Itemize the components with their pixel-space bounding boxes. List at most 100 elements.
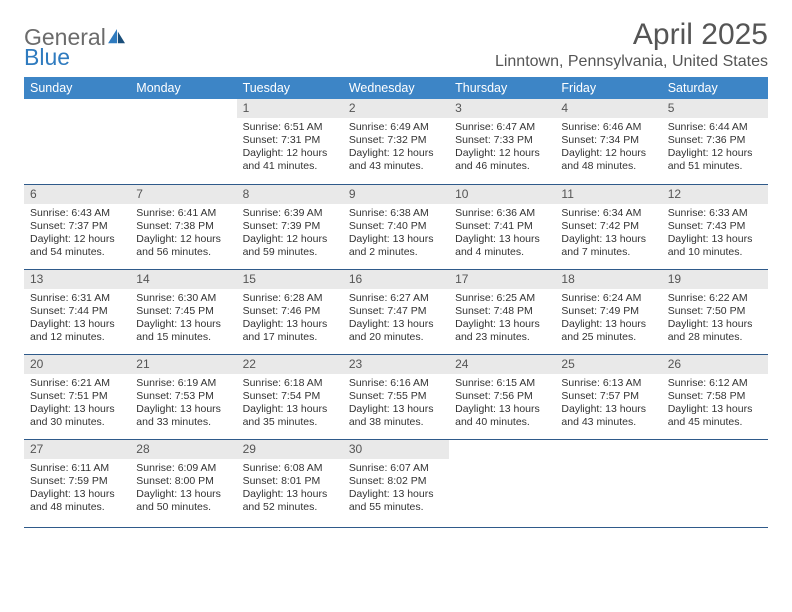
calendar-cell: 7Sunrise: 6:41 AMSunset: 7:38 PMDaylight…	[130, 184, 236, 269]
sunrise-line: Sunrise: 6:27 AM	[349, 292, 443, 305]
sunrise-line: Sunrise: 6:18 AM	[243, 377, 337, 390]
day-number: 15	[237, 270, 343, 289]
day-body: Sunrise: 6:31 AMSunset: 7:44 PMDaylight:…	[24, 289, 130, 349]
day-number: 16	[343, 270, 449, 289]
day-body: Sunrise: 6:30 AMSunset: 7:45 PMDaylight:…	[130, 289, 236, 349]
daylight-line: Daylight: 12 hours and 59 minutes.	[243, 233, 337, 259]
day-body: Sunrise: 6:11 AMSunset: 7:59 PMDaylight:…	[24, 459, 130, 519]
daylight-line: Daylight: 13 hours and 48 minutes.	[30, 488, 124, 514]
day-body: Sunrise: 6:34 AMSunset: 7:42 PMDaylight:…	[555, 204, 661, 264]
weekday-header-row: Sunday Monday Tuesday Wednesday Thursday…	[24, 77, 768, 99]
day-number: 22	[237, 355, 343, 374]
day-number: 5	[662, 99, 768, 118]
daylight-line: Daylight: 13 hours and 50 minutes.	[136, 488, 230, 514]
day-number: 8	[237, 185, 343, 204]
calendar-cell: 9Sunrise: 6:38 AMSunset: 7:40 PMDaylight…	[343, 184, 449, 269]
sunset-line: Sunset: 7:53 PM	[136, 390, 230, 403]
sunset-line: Sunset: 7:38 PM	[136, 220, 230, 233]
location: Linntown, Pennsylvania, United States	[495, 53, 768, 71]
calendar-cell: 6Sunrise: 6:43 AMSunset: 7:37 PMDaylight…	[24, 184, 130, 269]
sunset-line: Sunset: 7:43 PM	[668, 220, 762, 233]
calendar-cell: 20Sunrise: 6:21 AMSunset: 7:51 PMDayligh…	[24, 354, 130, 439]
calendar-cell: 22Sunrise: 6:18 AMSunset: 7:54 PMDayligh…	[237, 354, 343, 439]
sunrise-line: Sunrise: 6:08 AM	[243, 462, 337, 475]
daylight-line: Daylight: 12 hours and 43 minutes.	[349, 147, 443, 173]
day-body: Sunrise: 6:49 AMSunset: 7:32 PMDaylight:…	[343, 118, 449, 178]
daylight-line: Daylight: 13 hours and 30 minutes.	[30, 403, 124, 429]
calendar-cell: 28Sunrise: 6:09 AMSunset: 8:00 PMDayligh…	[130, 439, 236, 527]
sunset-line: Sunset: 7:48 PM	[455, 305, 549, 318]
day-number: 25	[555, 355, 661, 374]
calendar-row: 1Sunrise: 6:51 AMSunset: 7:31 PMDaylight…	[24, 99, 768, 184]
day-number: 7	[130, 185, 236, 204]
calendar-cell: 23Sunrise: 6:16 AMSunset: 7:55 PMDayligh…	[343, 354, 449, 439]
sunset-line: Sunset: 7:33 PM	[455, 134, 549, 147]
calendar-row: 20Sunrise: 6:21 AMSunset: 7:51 PMDayligh…	[24, 354, 768, 439]
month-title: April 2025	[495, 18, 768, 51]
calendar-cell: 10 Sunrise: 6:36 AMSunset: 7:41 PMDayligh…	[449, 184, 555, 269]
sunset-line: Sunset: 7:41 PM	[455, 220, 549, 233]
day-body: Sunrise: 6:16 AMSunset: 7:55 PMDaylight:…	[343, 374, 449, 434]
sunset-line: Sunset: 7:31 PM	[243, 134, 337, 147]
daylight-line: Daylight: 13 hours and 55 minutes.	[349, 488, 443, 514]
calendar-cell: 16Sunrise: 6:27 AMSunset: 7:47 PMDayligh…	[343, 269, 449, 354]
daylight-line: Daylight: 13 hours and 35 minutes.	[243, 403, 337, 429]
day-number: 28	[130, 440, 236, 459]
calendar-cell: 14Sunrise: 6:30 AMSunset: 7:45 PMDayligh…	[130, 269, 236, 354]
day-body: Sunrise: 6:51 AMSunset: 7:31 PMDaylight:…	[237, 118, 343, 178]
calendar-cell: 25Sunrise: 6:13 AMSunset: 7:57 PMDayligh…	[555, 354, 661, 439]
calendar-cell: 12Sunrise: 6:33 AMSunset: 7:43 PMDayligh…	[662, 184, 768, 269]
sunrise-line: Sunrise: 6:30 AM	[136, 292, 230, 305]
daylight-line: Daylight: 13 hours and 4 minutes.	[455, 233, 549, 259]
day-body: Sunrise: 6:22 AMSunset: 7:50 PMDaylight:…	[662, 289, 768, 349]
calendar-cell: 4Sunrise: 6:46 AMSunset: 7:34 PMDaylight…	[555, 99, 661, 184]
calendar-cell: 13Sunrise: 6:31 AMSunset: 7:44 PMDayligh…	[24, 269, 130, 354]
calendar-row: 27Sunrise: 6:11 AMSunset: 7:59 PMDayligh…	[24, 439, 768, 527]
daylight-line: Daylight: 13 hours and 12 minutes.	[30, 318, 124, 344]
sunset-line: Sunset: 7:32 PM	[349, 134, 443, 147]
day-number: 4	[555, 99, 661, 118]
daylight-line: Daylight: 13 hours and 10 minutes.	[668, 233, 762, 259]
weekday-header: Monday	[130, 77, 236, 99]
sunrise-line: Sunrise: 6:12 AM	[668, 377, 762, 390]
calendar-cell: 21 Sunrise: 6:19 AMSunset: 7:53 PMDayligh…	[130, 354, 236, 439]
calendar-cell: 8Sunrise: 6:39 AMSunset: 7:39 PMDaylight…	[237, 184, 343, 269]
daylight-line: Daylight: 13 hours and 33 minutes.	[136, 403, 230, 429]
day-number: 9	[343, 185, 449, 204]
sunrise-line: Sunrise: 6:38 AM	[349, 207, 443, 220]
calendar-row: 6Sunrise: 6:43 AMSunset: 7:37 PMDaylight…	[24, 184, 768, 269]
daylight-line: Daylight: 13 hours and 40 minutes.	[455, 403, 549, 429]
day-number: 23	[343, 355, 449, 374]
sunrise-line: Sunrise: 6:33 AM	[668, 207, 762, 220]
sunrise-line: Sunrise: 6:34 AM	[561, 207, 655, 220]
day-number: 3	[449, 99, 555, 118]
sunrise-line: Sunrise: 6:36 AM	[455, 207, 549, 220]
calendar-cell: 1Sunrise: 6:51 AMSunset: 7:31 PMDaylight…	[237, 99, 343, 184]
calendar-cell: 27Sunrise: 6:11 AMSunset: 7:59 PMDayligh…	[24, 439, 130, 527]
calendar-row: 13Sunrise: 6:31 AMSunset: 7:44 PMDayligh…	[24, 269, 768, 354]
daylight-line: Daylight: 12 hours and 46 minutes.	[455, 147, 549, 173]
weekday-header: Wednesday	[343, 77, 449, 99]
sunset-line: Sunset: 7:44 PM	[30, 305, 124, 318]
day-number: 1	[237, 99, 343, 118]
title-block: April 2025 Linntown, Pennsylvania, Unite…	[495, 18, 768, 71]
day-number: 20	[24, 355, 130, 374]
day-number: 10	[449, 185, 555, 204]
day-number: 21	[130, 355, 236, 374]
day-number: 19	[662, 270, 768, 289]
sunrise-line: Sunrise: 6:09 AM	[136, 462, 230, 475]
daylight-line: Daylight: 13 hours and 28 minutes.	[668, 318, 762, 344]
day-body: Sunrise: 6:13 AMSunset: 7:57 PMDaylight:…	[555, 374, 661, 434]
sunrise-line: Sunrise: 6:19 AM	[136, 377, 230, 390]
sunset-line: Sunset: 7:56 PM	[455, 390, 549, 403]
sunrise-line: Sunrise: 6:25 AM	[455, 292, 549, 305]
day-body: Sunrise: 6:21 AMSunset: 7:51 PMDaylight:…	[24, 374, 130, 434]
daylight-line: Daylight: 12 hours and 41 minutes.	[243, 147, 337, 173]
daylight-line: Daylight: 13 hours and 2 minutes.	[349, 233, 443, 259]
daylight-line: Daylight: 13 hours and 17 minutes.	[243, 318, 337, 344]
day-number: 11	[555, 185, 661, 204]
calendar-cell	[24, 99, 130, 184]
sunrise-line: Sunrise: 6:47 AM	[455, 121, 549, 134]
day-number: 30	[343, 440, 449, 459]
day-body: Sunrise: 6:39 AMSunset: 7:39 PMDaylight:…	[237, 204, 343, 264]
